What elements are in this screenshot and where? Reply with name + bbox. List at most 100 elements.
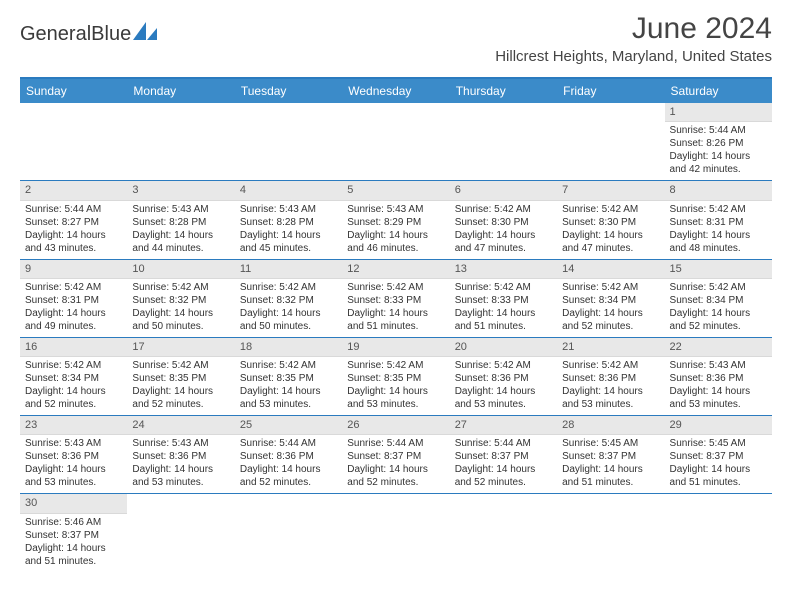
day-detail-line: Daylight: 14 hours: [132, 229, 229, 242]
day-detail-line: and 52 minutes.: [562, 320, 659, 333]
day-detail-line: and 53 minutes.: [670, 398, 767, 411]
day-detail-line: and 51 minutes.: [670, 476, 767, 489]
calendar-day-empty: [235, 494, 342, 571]
day-detail-line: Daylight: 14 hours: [347, 307, 444, 320]
day-number: 17: [127, 338, 234, 357]
day-detail-line: and 53 minutes.: [25, 476, 122, 489]
day-detail-line: Daylight: 14 hours: [347, 385, 444, 398]
day-detail-line: Daylight: 14 hours: [132, 307, 229, 320]
day-detail-line: Sunrise: 5:42 AM: [670, 281, 767, 294]
day-detail-line: Daylight: 14 hours: [240, 229, 337, 242]
day-detail-line: Daylight: 14 hours: [562, 463, 659, 476]
day-detail-line: Sunset: 8:36 PM: [562, 372, 659, 385]
day-detail-line: Daylight: 14 hours: [347, 463, 444, 476]
day-number: 2: [20, 181, 127, 200]
day-detail-line: Daylight: 14 hours: [132, 385, 229, 398]
day-detail-line: Daylight: 14 hours: [240, 385, 337, 398]
day-detail-line: Daylight: 14 hours: [670, 463, 767, 476]
calendar-day: 22Sunrise: 5:43 AMSunset: 8:36 PMDayligh…: [665, 338, 772, 415]
brand-name-part1: General: [20, 23, 91, 46]
location-text: Hillcrest Heights, Maryland, United Stat…: [495, 48, 772, 65]
calendar-day-empty: [450, 494, 557, 571]
day-details: Sunrise: 5:42 AMSunset: 8:31 PMDaylight:…: [20, 279, 127, 337]
calendar-day: 24Sunrise: 5:43 AMSunset: 8:36 PMDayligh…: [127, 416, 234, 493]
day-detail-line: Sunset: 8:27 PM: [25, 216, 122, 229]
calendar-day-empty: [557, 103, 664, 180]
day-detail-line: Sunset: 8:32 PM: [240, 294, 337, 307]
day-detail-line: Sunrise: 5:42 AM: [562, 203, 659, 216]
day-detail-line: Sunset: 8:37 PM: [670, 450, 767, 463]
calendar-day: 23Sunrise: 5:43 AMSunset: 8:36 PMDayligh…: [20, 416, 127, 493]
day-detail-line: Sunset: 8:35 PM: [132, 372, 229, 385]
day-details: Sunrise: 5:42 AMSunset: 8:30 PMDaylight:…: [450, 201, 557, 259]
day-detail-line: Daylight: 14 hours: [25, 463, 122, 476]
day-detail-line: and 50 minutes.: [132, 320, 229, 333]
day-detail-line: Sunrise: 5:45 AM: [562, 437, 659, 450]
day-number: 27: [450, 416, 557, 435]
day-detail-line: Sunrise: 5:42 AM: [562, 281, 659, 294]
day-details: Sunrise: 5:43 AMSunset: 8:36 PMDaylight:…: [127, 435, 234, 493]
day-detail-line: and 52 minutes.: [25, 398, 122, 411]
day-detail-line: and 45 minutes.: [240, 242, 337, 255]
calendar-day: 20Sunrise: 5:42 AMSunset: 8:36 PMDayligh…: [450, 338, 557, 415]
day-details: Sunrise: 5:43 AMSunset: 8:36 PMDaylight:…: [20, 435, 127, 493]
calendar-day: 16Sunrise: 5:42 AMSunset: 8:34 PMDayligh…: [20, 338, 127, 415]
day-number: 14: [557, 260, 664, 279]
day-detail-line: Sunset: 8:37 PM: [455, 450, 552, 463]
day-details: Sunrise: 5:44 AMSunset: 8:37 PMDaylight:…: [342, 435, 449, 493]
day-detail-line: Sunset: 8:36 PM: [132, 450, 229, 463]
day-detail-line: Sunset: 8:32 PM: [132, 294, 229, 307]
day-details: Sunrise: 5:42 AMSunset: 8:30 PMDaylight:…: [557, 201, 664, 259]
day-details: Sunrise: 5:42 AMSunset: 8:31 PMDaylight:…: [665, 201, 772, 259]
calendar-day: 13Sunrise: 5:42 AMSunset: 8:33 PMDayligh…: [450, 260, 557, 337]
day-detail-line: Daylight: 14 hours: [132, 463, 229, 476]
day-detail-line: and 51 minutes.: [347, 320, 444, 333]
day-detail-line: Daylight: 14 hours: [455, 385, 552, 398]
day-detail-line: Sunset: 8:31 PM: [25, 294, 122, 307]
day-detail-line: Daylight: 14 hours: [25, 542, 122, 555]
day-details: Sunrise: 5:45 AMSunset: 8:37 PMDaylight:…: [557, 435, 664, 493]
day-detail-line: Sunrise: 5:44 AM: [455, 437, 552, 450]
day-detail-line: Sunset: 8:26 PM: [670, 137, 767, 150]
calendar-week: 1Sunrise: 5:44 AMSunset: 8:26 PMDaylight…: [20, 103, 772, 181]
day-detail-line: and 52 minutes.: [347, 476, 444, 489]
day-detail-line: Sunrise: 5:42 AM: [132, 359, 229, 372]
day-detail-line: Sunrise: 5:42 AM: [455, 203, 552, 216]
day-detail-line: Daylight: 14 hours: [562, 307, 659, 320]
day-detail-line: Sunset: 8:33 PM: [347, 294, 444, 307]
weekday-header: Monday: [127, 79, 234, 103]
calendar-day: 12Sunrise: 5:42 AMSunset: 8:33 PMDayligh…: [342, 260, 449, 337]
sail-icon: [133, 20, 159, 48]
calendar-day-empty: [342, 103, 449, 180]
calendar-day: 1Sunrise: 5:44 AMSunset: 8:26 PMDaylight…: [665, 103, 772, 180]
day-number: 18: [235, 338, 342, 357]
day-number: 4: [235, 181, 342, 200]
day-number: 29: [665, 416, 772, 435]
day-detail-line: and 42 minutes.: [670, 163, 767, 176]
day-detail-line: and 53 minutes.: [562, 398, 659, 411]
calendar-day-empty: [342, 494, 449, 571]
day-detail-line: Daylight: 14 hours: [240, 463, 337, 476]
day-details: Sunrise: 5:42 AMSunset: 8:35 PMDaylight:…: [342, 357, 449, 415]
day-detail-line: Daylight: 14 hours: [25, 229, 122, 242]
day-detail-line: Sunset: 8:31 PM: [670, 216, 767, 229]
day-details: Sunrise: 5:43 AMSunset: 8:36 PMDaylight:…: [665, 357, 772, 415]
day-detail-line: Daylight: 14 hours: [240, 307, 337, 320]
day-detail-line: Sunrise: 5:42 AM: [132, 281, 229, 294]
calendar-day: 11Sunrise: 5:42 AMSunset: 8:32 PMDayligh…: [235, 260, 342, 337]
calendar-week: 2Sunrise: 5:44 AMSunset: 8:27 PMDaylight…: [20, 181, 772, 259]
day-number: 28: [557, 416, 664, 435]
day-details: Sunrise: 5:42 AMSunset: 8:34 PMDaylight:…: [20, 357, 127, 415]
day-detail-line: Daylight: 14 hours: [455, 229, 552, 242]
day-detail-line: Daylight: 14 hours: [562, 229, 659, 242]
day-detail-line: Daylight: 14 hours: [670, 150, 767, 163]
day-number: 3: [127, 181, 234, 200]
day-detail-line: Sunset: 8:36 PM: [240, 450, 337, 463]
day-detail-line: Sunset: 8:34 PM: [670, 294, 767, 307]
weekday-header: Wednesday: [342, 79, 449, 103]
calendar-day-empty: [127, 103, 234, 180]
day-detail-line: Sunrise: 5:44 AM: [347, 437, 444, 450]
day-detail-line: and 51 minutes.: [25, 555, 122, 568]
day-details: Sunrise: 5:44 AMSunset: 8:27 PMDaylight:…: [20, 201, 127, 259]
day-details: Sunrise: 5:44 AMSunset: 8:26 PMDaylight:…: [665, 122, 772, 180]
